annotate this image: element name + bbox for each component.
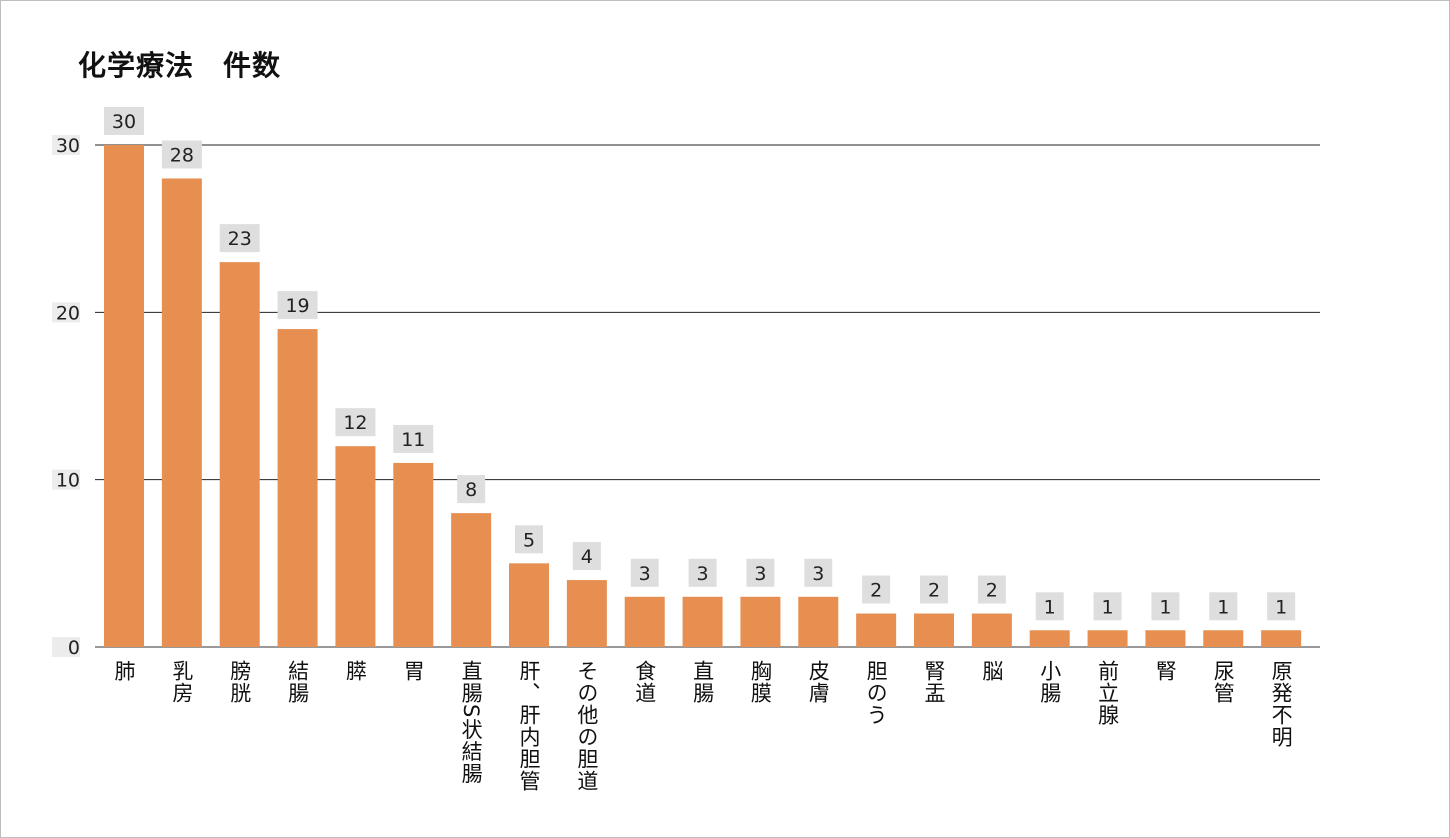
- x-tick-label: 膀胱: [227, 660, 252, 704]
- data-label-bg: [1267, 592, 1296, 621]
- data-label-bg: [920, 575, 948, 604]
- bar: [335, 446, 376, 647]
- data-label-bg: [219, 224, 260, 253]
- y-tick-label-bg: [52, 637, 80, 657]
- bar: [682, 596, 723, 647]
- x-tick-label: 乳房: [169, 660, 194, 704]
- x-tick-label: 肝、肝内胆管: [517, 660, 541, 792]
- data-label: 12: [343, 412, 367, 434]
- bar: [566, 580, 607, 647]
- x-tick-label: その他の胆道: [574, 660, 599, 792]
- bar: [1203, 630, 1244, 647]
- data-label: 8: [465, 479, 477, 501]
- x-tick-label: 皮膚: [806, 660, 831, 704]
- data-label: 1: [1159, 596, 1171, 618]
- data-label: 4: [581, 546, 593, 568]
- data-label-bg: [862, 575, 891, 604]
- y-tick-label: 0: [68, 637, 80, 659]
- data-label: 2: [870, 580, 882, 602]
- bar: [740, 596, 781, 647]
- bar: [1261, 630, 1302, 647]
- data-label-bg: [104, 107, 144, 135]
- x-tick-label: 直腸: [690, 660, 715, 704]
- y-tick-label: 10: [56, 470, 80, 492]
- bar: [624, 596, 665, 647]
- data-label-bg: [393, 424, 434, 453]
- data-label-bg: [688, 558, 717, 587]
- bar: [1029, 630, 1070, 647]
- bar: [798, 596, 839, 647]
- y-tick-label-bg: [52, 302, 80, 323]
- bar: [914, 613, 954, 647]
- x-tick-label: 結腸: [285, 660, 310, 704]
- data-label-bg: [457, 475, 486, 504]
- x-tick-label: 肺: [112, 660, 136, 682]
- bar: [1145, 630, 1186, 647]
- data-label: 2: [986, 580, 998, 602]
- data-label: 1: [1044, 596, 1056, 618]
- bar: [509, 563, 549, 647]
- data-label: 11: [401, 429, 425, 451]
- data-label: 3: [697, 563, 709, 585]
- x-tick-label: 前立腺: [1095, 660, 1120, 726]
- data-label-bg: [746, 558, 775, 587]
- data-label-bg: [977, 575, 1006, 604]
- data-label: 3: [639, 563, 651, 585]
- x-tick-label: 胆のう: [864, 660, 889, 726]
- data-label: 5: [523, 529, 535, 551]
- data-label-bg: [630, 558, 659, 587]
- bar: [161, 178, 202, 647]
- x-tick-label: 腎盂: [922, 660, 946, 704]
- y-tick-label-bg: [52, 469, 80, 490]
- bar: [104, 145, 144, 647]
- data-label: 30: [112, 111, 136, 133]
- x-tick-label: 尿管: [1211, 660, 1236, 704]
- bar: [393, 462, 434, 647]
- data-label-bg: [1151, 592, 1180, 621]
- x-tick-label: 原発不明: [1269, 660, 1294, 748]
- x-tick-label: 直腸S状結腸: [459, 660, 484, 785]
- data-label-bg: [804, 558, 833, 587]
- y-tick-label: 30: [56, 135, 80, 157]
- data-label: 23: [228, 228, 252, 250]
- x-tick-label: 食道: [632, 660, 657, 704]
- y-tick-label-bg: [52, 135, 80, 155]
- x-tick-label: 胃: [401, 660, 426, 682]
- bar: [451, 513, 492, 647]
- data-label: 1: [1275, 596, 1287, 618]
- bar: [856, 613, 897, 647]
- data-label-bg: [1209, 592, 1238, 621]
- bar: [971, 613, 1012, 647]
- data-label-bg: [161, 140, 202, 169]
- data-label: 3: [754, 563, 766, 585]
- data-label: 28: [170, 144, 194, 166]
- x-tick-label: 脳: [979, 660, 1004, 682]
- data-label-bg: [1035, 592, 1064, 621]
- x-tick-label: 腎: [1153, 660, 1178, 682]
- data-label: 3: [812, 563, 824, 585]
- data-label-bg: [277, 291, 318, 320]
- bar: [277, 329, 318, 647]
- data-label: 19: [285, 295, 309, 317]
- x-tick-label: 胸膜: [748, 660, 773, 704]
- data-label-bg: [1093, 592, 1122, 621]
- data-label: 2: [928, 580, 940, 602]
- data-label-bg: [335, 408, 376, 437]
- chart-title: 化学療法 件数: [78, 49, 282, 82]
- data-label: 1: [1102, 596, 1114, 618]
- y-tick-label: 20: [56, 302, 80, 324]
- data-label: 1: [1217, 596, 1229, 618]
- data-label-bg: [515, 525, 543, 554]
- x-tick-label: 膵: [343, 660, 368, 682]
- data-label-bg: [572, 542, 601, 571]
- bar: [219, 262, 260, 647]
- x-tick-label: 小腸: [1037, 660, 1062, 704]
- bar: [1087, 630, 1128, 647]
